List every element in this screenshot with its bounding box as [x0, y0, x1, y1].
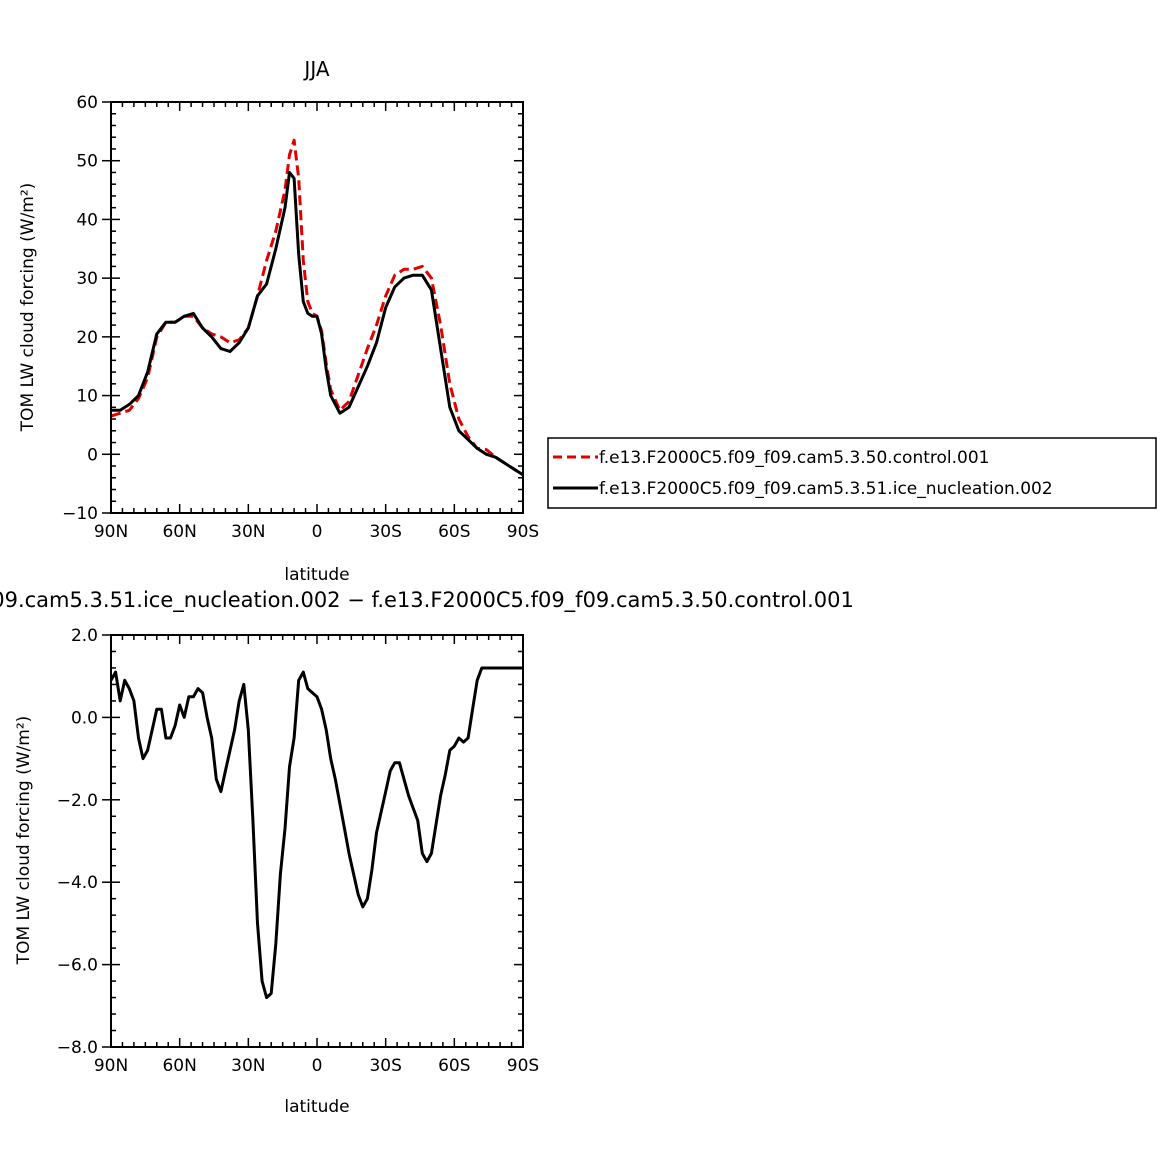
bottom-chart-title: f.e13.F2000C5.f09_f09.cam5.3.51.ice_nucl… [0, 588, 854, 613]
legend-box [547, 437, 1157, 509]
bottom-y-tick-label: −4.0 [57, 873, 98, 893]
bottom-y-tick-label: 2.0 [71, 626, 98, 646]
top-x-tick-label: 60N [162, 522, 196, 542]
top-series-line-0 [111, 138, 523, 477]
bottom-x-tick-label: 0 [312, 1056, 323, 1076]
top-y-axis-label: TOM LW cloud forcing (W/m²) [18, 183, 38, 433]
bottom-y-tick-label: −6.0 [57, 956, 98, 976]
top-y-tick-label: 40 [76, 210, 98, 230]
bottom-y-tick-label: −2.0 [57, 791, 98, 811]
top-plot-area [111, 138, 523, 477]
top-x-tick-label: 30S [369, 522, 401, 542]
top-axes: 90N 60N 30N 0 30S 60S 90S 60 50 40 30 20 10 0 −10 [62, 93, 539, 542]
bottom-y-tick-label: 0.0 [71, 708, 98, 728]
top-series-line-1 [111, 171, 523, 477]
top-x-tick-label: 0 [312, 522, 323, 542]
top-x-axis-label: latitude [284, 565, 349, 585]
bottom-x-tick-label: 90N [94, 1056, 128, 1076]
top-x-tick-label: 90S [507, 522, 539, 542]
bottom-x-tick-label: 60S [438, 1056, 470, 1076]
bottom-series-line-0 [111, 666, 523, 1000]
top-x-tick-label: 60S [438, 522, 470, 542]
legend-label-ice-nucleation: f.e13.F2000C5.f09_f09.cam5.3.51.ice_nucl… [599, 479, 1053, 499]
bottom-plot-area [111, 666, 523, 1000]
top-y-tick-label: 50 [76, 152, 98, 172]
top-plot-frame [110, 101, 524, 514]
legend-label-control: f.e13.F2000C5.f09_f09.cam5.3.50.control.… [599, 448, 990, 468]
legend: f.e13.F2000C5.f09_f09.cam5.3.50.control.… [547, 437, 1157, 509]
bottom-axes: 90N 60N 30N 0 30S 60S 90S 2.0 0.0 −2.0 −4.0 −6.0 −8.… [57, 626, 540, 1076]
bottom-x-tick-label: 30S [369, 1056, 401, 1076]
top-x-tick-label: 90N [94, 522, 128, 542]
bottom-y-tick-label: −8.0 [57, 1038, 98, 1058]
bottom-x-tick-label: 90S [507, 1056, 539, 1076]
top-y-tick-label: −10 [62, 504, 98, 524]
top-x-tick-label: 30N [231, 522, 265, 542]
bottom-x-tick-label: 60N [162, 1056, 196, 1076]
bottom-y-axis-label: TOM LW cloud forcing (W/m²) [14, 716, 34, 966]
top-y-tick-label: 10 [76, 387, 98, 407]
top-chart-title: JJA [302, 57, 329, 81]
top-y-tick-label: 20 [76, 328, 98, 348]
top-y-tick-label: 0 [87, 445, 98, 465]
top-chart: JJA 90N 60N 30N 0 30S 60S 90S6050403020100−10 … [18, 57, 539, 585]
top-y-tick-label: 30 [76, 269, 98, 289]
top-y-tick-label: 60 [76, 93, 98, 113]
bottom-chart: f.e13.F2000C5.f09_f09.cam5.3.51.ice_nucl… [0, 588, 854, 1117]
bottom-x-tick-label: 30N [231, 1056, 265, 1076]
bottom-x-axis-label: latitude [284, 1097, 349, 1117]
